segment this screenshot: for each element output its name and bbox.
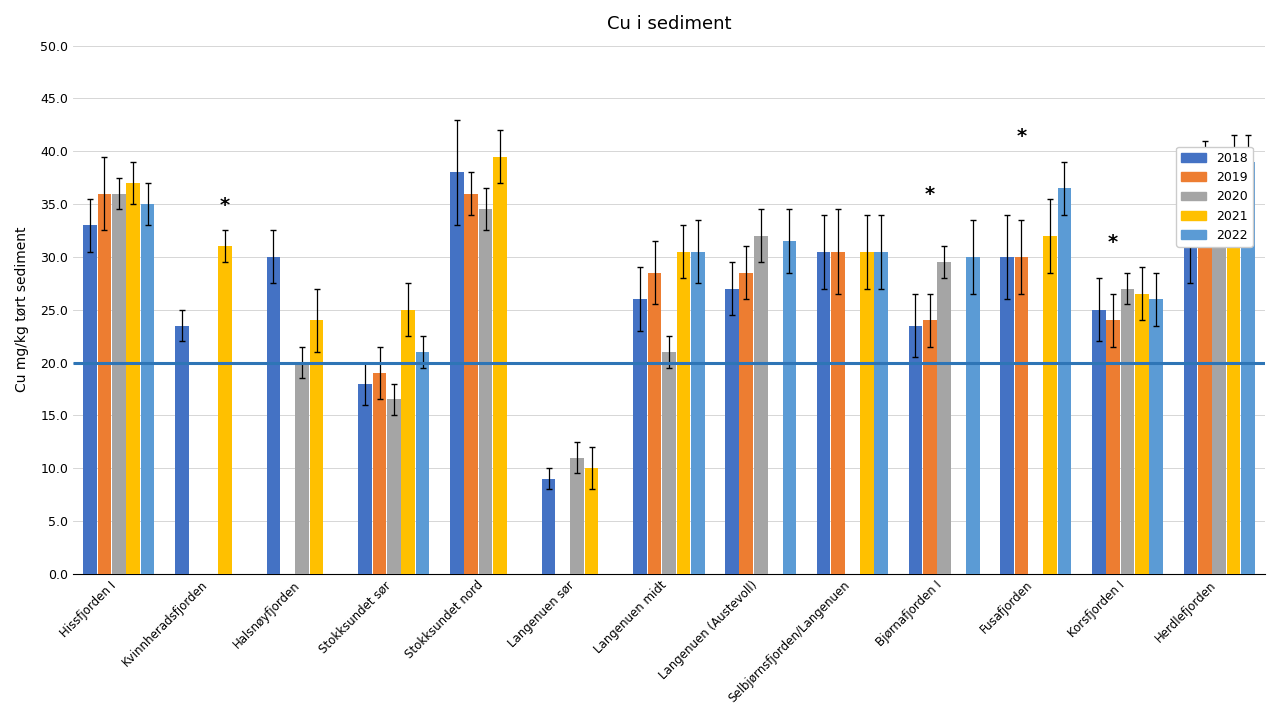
Bar bbox=[1149, 299, 1164, 574]
Bar bbox=[1120, 289, 1134, 574]
Text: *: * bbox=[924, 185, 934, 204]
Bar bbox=[1135, 294, 1148, 574]
Bar bbox=[648, 273, 662, 574]
Bar bbox=[218, 246, 232, 574]
Bar bbox=[966, 257, 979, 574]
Bar bbox=[1057, 188, 1071, 574]
Bar bbox=[754, 235, 768, 574]
Bar bbox=[141, 204, 155, 574]
Text: *: * bbox=[1016, 127, 1027, 146]
Bar bbox=[662, 352, 676, 574]
Bar bbox=[909, 325, 922, 574]
Bar bbox=[1015, 257, 1028, 574]
Bar bbox=[634, 299, 648, 574]
Bar bbox=[874, 251, 888, 574]
Bar bbox=[1184, 220, 1197, 574]
Text: *: * bbox=[1108, 233, 1119, 251]
Bar bbox=[372, 373, 387, 574]
Bar bbox=[1226, 162, 1240, 574]
Bar bbox=[937, 262, 951, 574]
Bar bbox=[541, 479, 556, 574]
Bar bbox=[387, 400, 401, 574]
Bar bbox=[416, 352, 430, 574]
Bar bbox=[677, 251, 690, 574]
Bar bbox=[1198, 167, 1212, 574]
Bar bbox=[358, 384, 372, 574]
Bar bbox=[465, 194, 477, 574]
Legend: 2018, 2019, 2020, 2021, 2022: 2018, 2019, 2020, 2021, 2022 bbox=[1176, 147, 1253, 247]
Bar bbox=[1000, 257, 1014, 574]
Bar bbox=[266, 257, 280, 574]
Bar bbox=[111, 194, 125, 574]
Bar bbox=[571, 458, 584, 574]
Bar bbox=[127, 183, 140, 574]
Bar bbox=[97, 194, 111, 574]
Bar bbox=[740, 273, 753, 574]
Y-axis label: Cu mg/kg tørt sediment: Cu mg/kg tørt sediment bbox=[15, 227, 29, 392]
Bar bbox=[1242, 162, 1254, 574]
Bar bbox=[1212, 199, 1226, 574]
Bar bbox=[1106, 320, 1120, 574]
Bar bbox=[691, 251, 704, 574]
Bar bbox=[310, 320, 324, 574]
Bar bbox=[83, 225, 97, 574]
Bar bbox=[1092, 310, 1106, 574]
Bar bbox=[479, 210, 493, 574]
Bar bbox=[402, 310, 415, 574]
Bar bbox=[451, 172, 463, 574]
Bar bbox=[493, 156, 507, 574]
Bar bbox=[296, 362, 308, 574]
Bar bbox=[923, 320, 937, 574]
Title: Cu i sediment: Cu i sediment bbox=[607, 15, 731, 33]
Bar bbox=[860, 251, 873, 574]
Bar bbox=[585, 468, 599, 574]
Bar bbox=[782, 241, 796, 574]
Bar bbox=[726, 289, 739, 574]
Bar bbox=[831, 251, 845, 574]
Bar bbox=[1043, 235, 1057, 574]
Bar bbox=[175, 325, 188, 574]
Bar bbox=[817, 251, 831, 574]
Text: *: * bbox=[220, 196, 230, 215]
